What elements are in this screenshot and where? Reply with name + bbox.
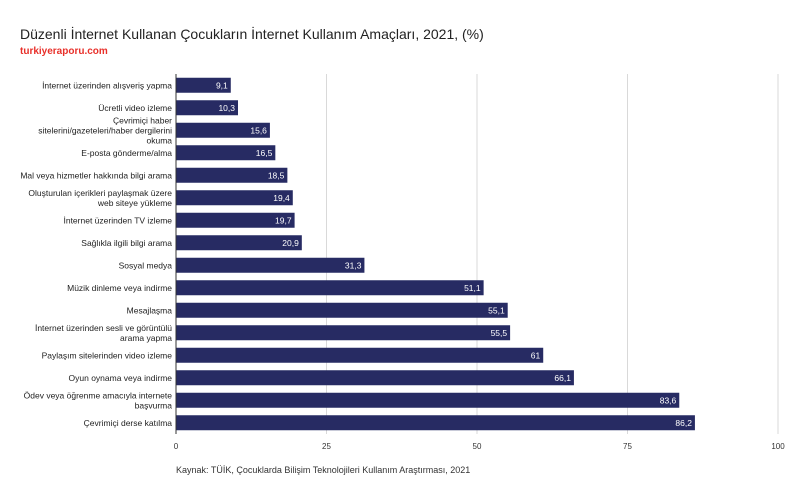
- source-note: Kaynak: TÜİK, Çocuklarda Bilişim Teknolo…: [176, 465, 471, 475]
- bar: [176, 392, 680, 408]
- bar: [176, 325, 511, 341]
- bar: [176, 190, 293, 206]
- bar: [176, 302, 508, 318]
- bar: [176, 77, 231, 93]
- category-label: Oluşturulan içerikleri paylaşmak üzere we…: [28, 188, 172, 208]
- bar: [176, 370, 574, 386]
- bar-value-label: 66,1: [554, 373, 571, 383]
- x-axis-ticks: 0 25 50 75 100: [174, 442, 785, 451]
- bar: [176, 280, 484, 296]
- x-tick-label: 0: [174, 442, 179, 451]
- x-tick-label: 25: [322, 442, 331, 451]
- bar-value-label: 19,4: [273, 193, 290, 203]
- category-label: Sosyal medya: [119, 260, 173, 270]
- category-label: Paylaşım sitelerinden video izleme: [42, 350, 173, 360]
- category-label: Oyun oynama veya indirme: [69, 373, 173, 383]
- bar: [176, 212, 295, 228]
- bars: 9,1 10,3 15,6 16,5 18,5 19,4 19,7 20,9 31,3 51,1 5…: [176, 77, 695, 431]
- bar: [176, 100, 239, 116]
- category-label: Mesajlaşma: [127, 305, 173, 315]
- chart-title: Düzenli İnternet Kullanan Çocukların İnt…: [20, 26, 484, 42]
- bar: [176, 167, 288, 183]
- category-label: Ödev veya öğrenme amacıyla internete başv…: [24, 390, 173, 410]
- bar-value-label: 19,7: [275, 215, 292, 225]
- bar-value-label: 55,1: [488, 305, 505, 315]
- bar-value-label: 86,2: [675, 418, 692, 428]
- grid-lines: [175, 74, 779, 434]
- bar: [176, 415, 695, 431]
- category-label: Ücretli video izleme: [98, 103, 172, 113]
- bar-value-label: 10,3: [218, 103, 235, 113]
- bar-value-label: 51,1: [464, 283, 481, 293]
- bar-value-label: 55,5: [491, 328, 508, 338]
- bar: [176, 347, 544, 363]
- bar-value-label: 15,6: [250, 125, 267, 135]
- bar: [176, 145, 276, 161]
- category-label: Çevrimiçi derse katılma: [84, 418, 173, 428]
- category-label: Sağlıkla ilgili bilgi arama: [81, 238, 172, 248]
- x-tick-label: 100: [771, 442, 785, 451]
- category-label: İnternet üzerinden alışveriş yapma: [42, 80, 172, 90]
- bar-value-label: 83,6: [660, 395, 677, 405]
- bar-value-label: 9,1: [216, 80, 228, 90]
- bar-value-label: 16,5: [256, 148, 273, 158]
- bar-value-label: 18,5: [268, 170, 285, 180]
- x-tick-label: 50: [473, 442, 482, 451]
- category-label: Müzik dinleme veya indirme: [67, 283, 172, 293]
- x-tick-label: 75: [623, 442, 632, 451]
- category-labels: İnternet üzerinden alışveriş yapma Ücretl…: [20, 80, 172, 428]
- category-label: İnternet üzerinden TV izleme: [63, 215, 172, 225]
- bar: [176, 257, 365, 273]
- bar: [176, 122, 270, 138]
- category-label: İnternet üzerinden sesli ve görüntülü ara…: [35, 323, 172, 343]
- bar-value-label: 61: [531, 350, 541, 360]
- category-label: E-posta gönderme/alma: [81, 148, 172, 158]
- site-label: turkiyeraporu.com: [20, 46, 108, 57]
- category-label: Çevrimiçi haber sitelerini/gazeteleri/hab…: [38, 115, 172, 145]
- category-label: Mal veya hizmetler hakkında bilgi arama: [20, 170, 172, 180]
- bar: [176, 235, 302, 251]
- bar-value-label: 31,3: [345, 260, 362, 270]
- bar-value-label: 20,9: [282, 238, 299, 248]
